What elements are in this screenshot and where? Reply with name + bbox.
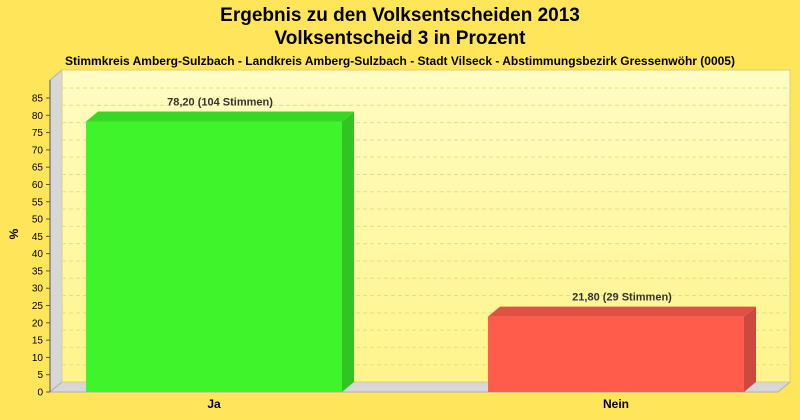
- y-tick-label: 85: [32, 94, 44, 105]
- y-tick-label: 10: [32, 353, 44, 364]
- y-tick-label: 35: [32, 266, 44, 277]
- x-tick-label: Ja: [207, 397, 221, 411]
- bar-side: [744, 306, 756, 392]
- bar-top: [488, 306, 756, 317]
- y-tick-label: 70: [32, 145, 44, 156]
- x-tick-label: Nein: [603, 397, 629, 411]
- y-axis: 0 5 10 15 20 25 30 35 40 45 50 55 60 65 70 75 80 85: [32, 80, 51, 399]
- bar-data-label: 78,20 (104 Stimmen): [167, 97, 273, 109]
- y-tick-label: 0: [37, 388, 43, 399]
- y-tick-label: 45: [32, 232, 44, 243]
- y-tick-label: 40: [32, 249, 44, 260]
- bar-front: [488, 316, 744, 392]
- y-tick-label: 30: [32, 284, 44, 295]
- y-tick-label: 15: [32, 336, 44, 347]
- y-tick-label: 80: [32, 111, 44, 122]
- bar-nein: [488, 306, 756, 392]
- y-tick-label: 55: [32, 197, 44, 208]
- plot-left-wall: [49, 68, 63, 394]
- bar-ja: [86, 111, 354, 393]
- y-tick-label: 75: [32, 128, 44, 139]
- y-tick-label: 5: [37, 370, 43, 381]
- bar-top: [86, 111, 354, 122]
- y-tick-label: 60: [32, 180, 44, 191]
- y-tick-label: 65: [32, 163, 44, 174]
- bar-front: [86, 121, 342, 393]
- bar-data-label: 21,80 (29 Stimmen): [572, 292, 672, 304]
- y-tick-label: 50: [32, 215, 44, 226]
- bar-layer: 78,20 (104 Stimmen) Ja 21,80 (29 Stimmen) N…: [86, 97, 756, 411]
- y-axis-label: %: [7, 228, 21, 239]
- chart-caption: Stimmkreis Amberg-Sulzbach - Landkreis A…: [65, 54, 735, 68]
- bar-side: [342, 111, 354, 393]
- chart-title: Ergebnis zu den Volksentscheiden 2013: [220, 5, 580, 26]
- chart-subtitle: Volksentscheid 3 in Prozent: [274, 28, 526, 49]
- y-tick-label: 20: [32, 318, 44, 329]
- y-tick-label: 25: [32, 301, 44, 312]
